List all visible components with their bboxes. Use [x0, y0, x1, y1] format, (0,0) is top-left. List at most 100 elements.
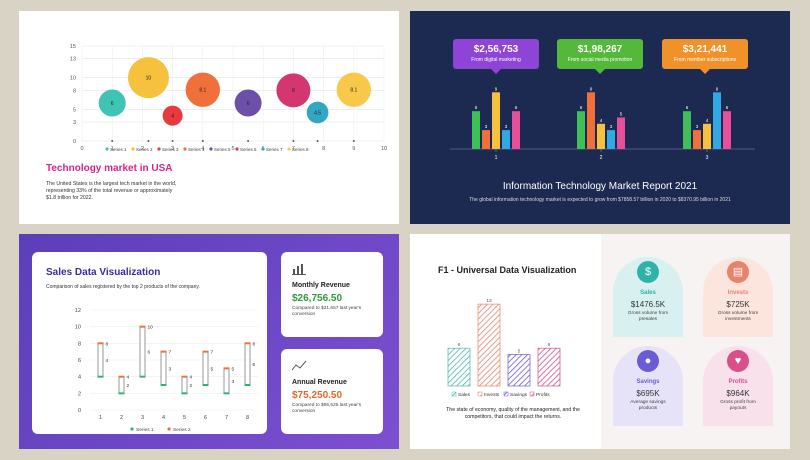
hatched-bar [537, 347, 561, 387]
bar [683, 111, 691, 149]
bar-value-label: 5 [620, 112, 623, 117]
series-1-marker [244, 384, 251, 386]
series-2-marker [160, 350, 167, 353]
series-1-marker [223, 392, 230, 395]
line-chart-icon [292, 360, 307, 371]
legend-label: Series 8 [292, 147, 309, 152]
range-bar [97, 343, 104, 377]
data-label: 4 [190, 375, 193, 381]
y-tick-label: 8 [73, 88, 76, 94]
legend-swatch [451, 391, 457, 397]
stat-label: Partners [267, 184, 291, 190]
legend-label: Series 6 [240, 147, 257, 152]
bar-value-label: 6 [548, 342, 551, 348]
bubble-label: 4 [171, 113, 174, 119]
y-tick-label: 10 [75, 325, 81, 331]
bar [693, 130, 701, 149]
bar [607, 130, 615, 149]
bar-value-label: 9 [716, 86, 719, 91]
range-bar [139, 326, 146, 377]
range-bar-chart: 0 2 4 6 8 10 12 8 4 1 4 2 2 10 6 3 7 3 4 4 2 5 7 5 6 5 3 7 8 6 8 Series… [75, 308, 258, 433]
bar [472, 111, 480, 149]
bar-value-label: 6 [726, 105, 729, 110]
legend-label: Series 2 [136, 147, 153, 152]
legend-label: Series 1 [136, 427, 154, 433]
kpi-label: Invests [727, 290, 749, 296]
stat-value: 24619 [331, 173, 359, 184]
hatched-bar [507, 354, 531, 387]
bubble [336, 72, 371, 107]
point-marker [171, 140, 174, 142]
series-1-marker [97, 375, 104, 378]
y-tick-label: 13 [70, 57, 76, 63]
y-tick-label: 0 [73, 139, 76, 145]
bar [713, 92, 721, 149]
bubble [306, 101, 329, 124]
x-tick-label: 1 [99, 415, 102, 421]
x-tick-label: 2 [600, 155, 603, 161]
y-tick-label: 6 [78, 358, 81, 364]
monthly-revenue-title: Monthly Revenue [292, 282, 350, 289]
data-label: 5 [232, 366, 235, 372]
kpi-desc: Gross volume from investments [717, 311, 759, 322]
money-bag-icon: $ [637, 261, 659, 283]
series-2-marker [139, 325, 146, 328]
series-2-marker [181, 375, 188, 378]
bubble-label: 8.1 [199, 88, 206, 94]
bar-value-label: 3 [696, 124, 699, 129]
y-tick-label: 12 [75, 308, 81, 314]
x-tick-label: 4 [201, 146, 204, 152]
bar-value-label: 6 [515, 105, 518, 110]
legend-label: Series 4 [188, 147, 205, 152]
data-label: 10 [148, 325, 154, 331]
bar-chart-icon [292, 264, 306, 275]
stat-label: Customers [330, 184, 360, 190]
series-2-marker [244, 342, 251, 345]
data-label: 6 [253, 362, 256, 368]
bar [492, 92, 500, 149]
panel-title: Technology market in USA [46, 163, 173, 174]
point-marker [316, 140, 319, 142]
kpi-value: $695K [636, 389, 660, 398]
range-bar [118, 376, 125, 394]
x-tick-label: 3 [171, 146, 174, 152]
bar-value-label: 6 [475, 105, 478, 110]
hatched-bar [477, 303, 501, 387]
series-2-marker [202, 350, 209, 353]
data-label: 2 [190, 383, 193, 389]
bar [512, 111, 520, 149]
x-tick-label: 2 [141, 146, 144, 152]
annual-revenue-note: Compared to $65,525 last year's conversi… [292, 403, 362, 414]
bubble-label: 8.1 [350, 88, 357, 94]
kpi-profits: ♥ Profits $964K Gross profit from payout… [703, 346, 773, 426]
x-tick-label: 2 [120, 415, 123, 421]
x-tick-label: 8 [246, 415, 249, 421]
kpi-label: Profits [728, 379, 748, 385]
kpi-desc: Gross profit from payouts [720, 400, 756, 411]
series-2-marker [223, 367, 230, 370]
legend-label: Series 7 [266, 147, 283, 152]
stat-partners: 18354 Partners [257, 161, 301, 205]
x-tick-label: 1 [495, 155, 498, 161]
point-marker [201, 140, 204, 142]
stat-value: 11038 [201, 173, 229, 184]
bar [587, 92, 595, 149]
legend-label: Series 2 [173, 427, 191, 433]
legend-label: Series 3 [162, 147, 179, 152]
data-label: 3 [169, 366, 172, 372]
y-tick-label: 8 [78, 341, 81, 347]
data-label: 6 [148, 350, 151, 356]
data-label: 8 [106, 341, 109, 347]
bar [577, 111, 585, 149]
y-tick-label: 10 [70, 76, 76, 82]
x-tick-label: 7 [225, 415, 228, 421]
x-tick-label: 4 [162, 415, 165, 421]
it-market-panel: $2,56,753 From digital marketing $1,98,2… [410, 11, 790, 224]
x-tick-label: 3 [706, 155, 709, 161]
bubble-label: 10 [146, 75, 152, 81]
series-1-marker [118, 392, 125, 395]
callout-pointer [595, 69, 605, 74]
bubble [276, 73, 311, 108]
legend-swatch [130, 427, 134, 431]
kpi-label: Sales [640, 290, 656, 296]
